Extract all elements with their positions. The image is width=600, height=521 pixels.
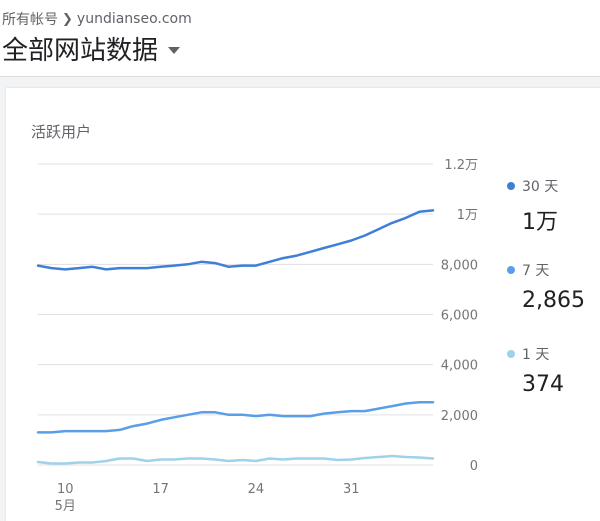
y-tick-label: 0 bbox=[470, 459, 478, 474]
legend-label-7d: 7 天 bbox=[522, 263, 550, 279]
x-tick-label: 10 bbox=[57, 482, 74, 497]
y-tick-label: 2,000 bbox=[441, 409, 478, 424]
series-line-30天[interactable] bbox=[36, 209, 435, 271]
chart-gridlines bbox=[38, 163, 433, 466]
x-tick-label: 17 bbox=[152, 482, 169, 497]
x-tick-label: 24 bbox=[248, 482, 265, 497]
legend-label-30d: 30 天 bbox=[522, 179, 559, 195]
y-tick-label: 4,000 bbox=[441, 359, 478, 374]
y-tick-label: 8,000 bbox=[441, 258, 478, 273]
legend-item-7d[interactable]: 7 天 2,865 bbox=[507, 260, 585, 313]
page-title[interactable]: 全部网站数据 bbox=[2, 36, 159, 66]
active-users-card bbox=[6, 88, 600, 521]
chart-series bbox=[36, 209, 435, 465]
view-selector[interactable]: 全部网站数据 bbox=[2, 30, 181, 67]
legend-dot-1d bbox=[507, 350, 515, 358]
page-header: 所有帐号 ❯ yundianseo.com 全部网站数据 bbox=[0, 0, 600, 76]
y-tick-label: 6,000 bbox=[441, 309, 478, 324]
chevron-right-icon: ❯ bbox=[62, 11, 73, 27]
legend-dot-7d bbox=[507, 266, 515, 274]
x-tick-label: 31 bbox=[343, 482, 360, 497]
x-tick-sublabel: 5月 bbox=[55, 499, 76, 514]
breadcrumb-account[interactable]: 所有帐号 bbox=[2, 12, 58, 28]
legend-dot-30d bbox=[507, 182, 515, 190]
x-axis-labels: 10 5月 17 24 31 bbox=[55, 482, 360, 514]
legend-value-1d: 374 bbox=[522, 372, 564, 397]
card-title: 活跃用户 bbox=[31, 123, 92, 141]
caret-down-icon[interactable] bbox=[168, 47, 181, 54]
legend-value-7d: 2,865 bbox=[522, 288, 585, 313]
breadcrumb-property[interactable]: yundianseo.com bbox=[76, 11, 192, 27]
header-divider bbox=[0, 76, 600, 77]
legend-label-1d: 1 天 bbox=[522, 347, 550, 363]
breadcrumb[interactable]: 所有帐号 ❯ yundianseo.com bbox=[2, 9, 192, 29]
y-tick-label: 1万 bbox=[457, 208, 478, 223]
legend-value-30d: 1万 bbox=[522, 210, 558, 235]
series-line-1天[interactable] bbox=[36, 454, 435, 465]
legend-item-30d[interactable]: 30 天 1万 bbox=[507, 176, 558, 236]
legend-item-1d[interactable]: 1 天 374 bbox=[507, 344, 564, 397]
y-tick-label: 1.2万 bbox=[444, 158, 478, 173]
y-axis-labels: 0 2,000 4,000 6,000 8,000 1万 1.2万 bbox=[441, 158, 478, 474]
series-line-7天[interactable] bbox=[36, 401, 435, 434]
